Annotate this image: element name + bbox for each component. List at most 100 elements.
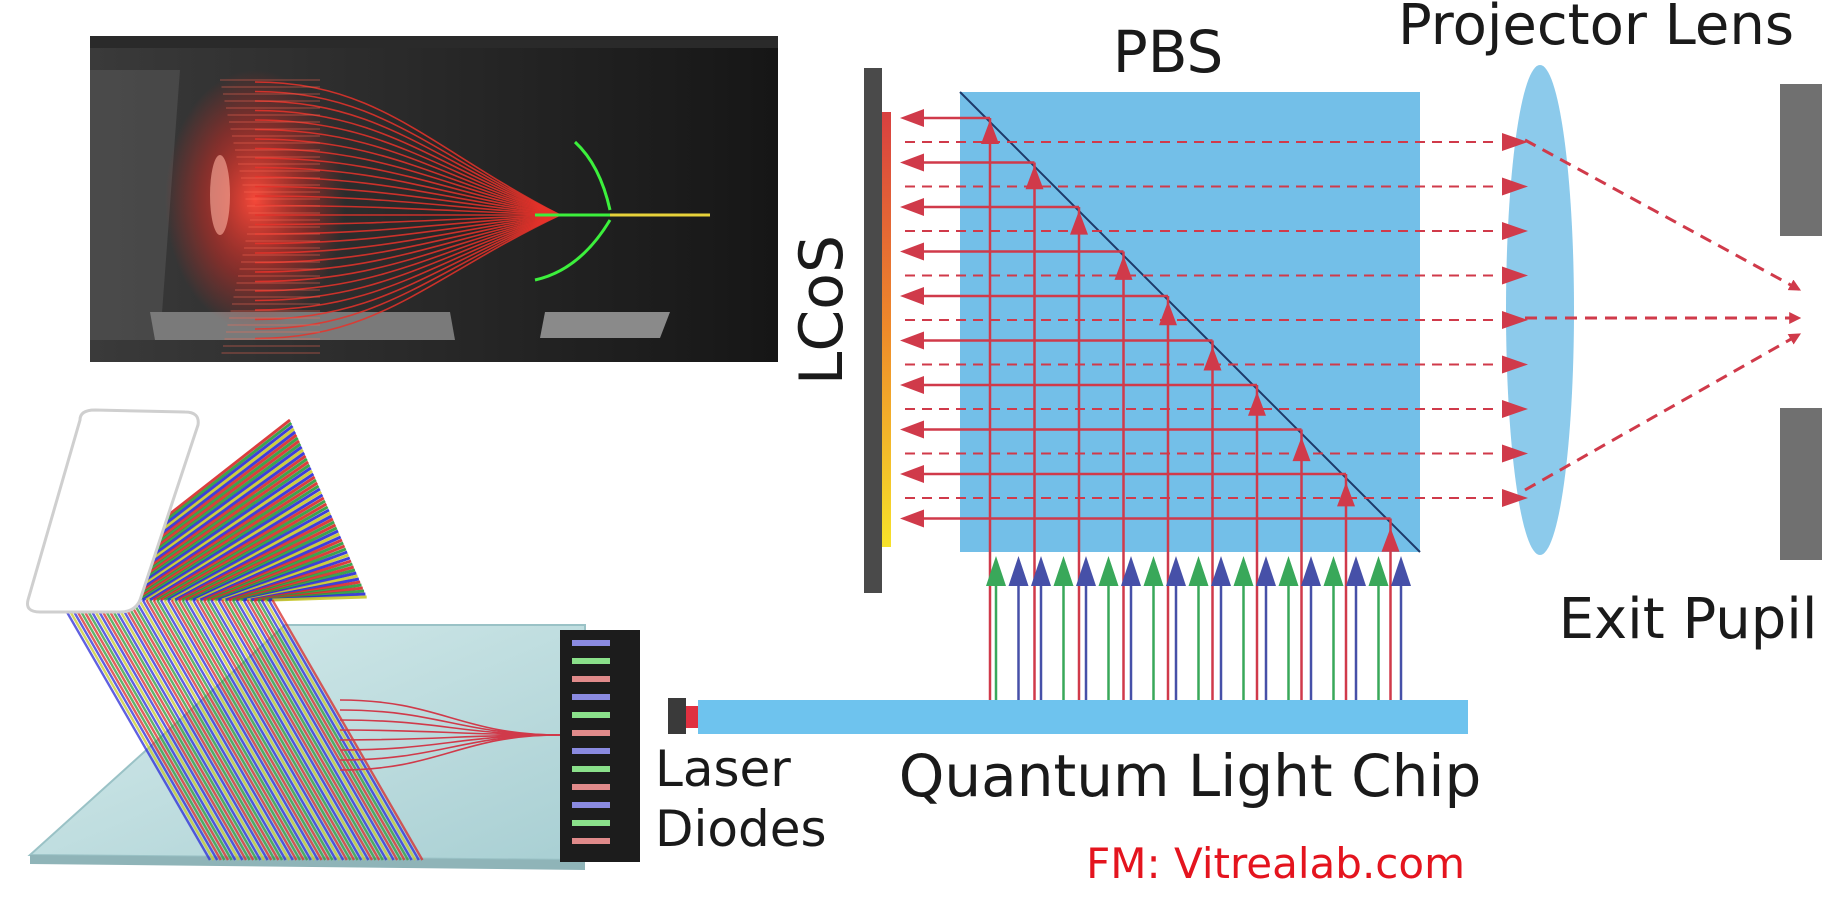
rgb-stripe-lower [141,599,294,861]
red-left-arrowhead [900,420,924,439]
photo-rgb-beam-chip [26,408,640,870]
fan-line [254,90,700,216]
red-left-arrowhead [900,509,924,528]
exit-pupil-label: Exit Pupil [1559,587,1818,652]
fan-line [254,119,700,216]
rgb-stripe [178,517,334,602]
fan-line [254,128,700,216]
rgb-input-arrowhead [1143,556,1164,586]
rgb-stripe-lower [188,599,341,861]
diode-stub [572,676,610,682]
red-left-arrowhead [900,153,924,172]
rgb-stripe-lower [112,599,266,861]
diode-stub [572,640,610,646]
rgb-stripe-lower [231,599,384,861]
rgb-stripe-lower [217,599,370,861]
rgb-stripe [152,496,325,602]
rgb-stripe-lower [116,599,269,861]
lcos-label: LCoS [787,235,857,385]
rgb-stripe-lower [58,599,212,861]
laser-label-line2: Diodes [655,800,827,858]
fan-line [254,214,700,330]
rgb-stripe [142,487,321,602]
rgb-stripe-lower [163,599,316,861]
rgb-beam-stripes [58,418,424,861]
rgb-stripe-lower [170,599,323,861]
rgb-stripe-lower [145,599,298,861]
pbs-label: PBS [1113,18,1224,86]
rgb-stripe-lower [195,599,348,861]
rgb-stripe-lower [235,599,388,861]
red-left-arrowhead [900,109,924,127]
dashed-ray-arrowhead [1502,444,1528,463]
rgb-stripe-lower [184,599,338,861]
rgb-stripe [188,526,338,602]
rgb-input-arrowhead [1233,556,1254,586]
rgb-stripe [214,547,347,602]
laser-diode-emitter [686,706,698,728]
exit-pupil-stop-top [1780,84,1822,236]
rgb-stripe-lower [238,599,392,861]
dashed-ray-arrowhead [1502,177,1528,196]
rgb-stripe-lower [62,599,215,861]
diode-stub [572,730,610,736]
rgb-stripe [131,478,317,602]
chip-label: Quantum Light Chip [899,742,1482,810]
fan-line [254,214,700,264]
fan-line [254,214,700,302]
rgb-stripe [174,514,333,602]
red-up-arrowhead [1114,255,1133,280]
fan-line [254,214,700,283]
rgb-stripe [156,499,326,602]
rgb-stripe-lower [192,599,345,861]
red-left-arrowhead [900,331,924,350]
rgb-stripe-lower [87,599,240,861]
fan-line [254,214,700,273]
rgb-stripe [221,553,350,602]
exit-pupil-stop-bottom [1780,408,1822,560]
laser-diode-body [668,698,686,734]
rgb-input-arrowhead [1323,556,1344,586]
dashed-ray-arrowhead [1502,355,1528,374]
dashed-ray-arrowhead [1502,266,1528,285]
rgb-stripe-lower [80,599,233,861]
rgb-stripe-lower [260,599,413,861]
rgb-stripe [185,523,337,602]
rgb-stripe [123,472,315,602]
rgb-stripe-lower [152,599,305,861]
rgb-stripe [207,541,344,602]
rgb-input-arrowhead [1076,556,1096,586]
rgb-input-arrowhead [1278,556,1299,586]
rgb-stripe [199,535,342,602]
red-up-arrowhead [1381,527,1400,552]
red-up-arrowhead [1337,482,1355,507]
rgb-stripe-lower [210,599,363,861]
fan-line [254,214,700,321]
rgb-stripe-lower [148,599,302,861]
rgb-stripe-lower [73,599,226,861]
rgb-stripe-lower [174,599,327,861]
fan-line [254,214,700,292]
rgb-stripe [167,508,330,602]
rgb-stripe-lower [105,599,258,861]
red-up-arrowhead [1292,437,1311,462]
red-up-arrowhead [1025,165,1044,190]
diode-stub [572,784,610,790]
rgb-input-arrowhead [1121,556,1141,586]
red-left-arrowhead [900,376,924,394]
laser-label-line1: Laser [655,740,791,798]
rgb-stripe-lower [69,599,222,861]
rgb-stripe [181,520,335,602]
rgb-input-arrowhead [1211,556,1231,586]
rgb-stripe-lower [127,599,280,861]
chip-bar [698,700,1468,734]
rgb-stripe-lower [102,599,255,861]
rgb-stripe [138,484,320,602]
fan-line [254,195,700,216]
rgb-stripe [203,538,343,602]
rgb-stripe-lower [138,599,291,861]
optical-system [864,65,1822,700]
waveguide-fan-lines [220,79,700,354]
rgb-stripe-lower [202,599,356,861]
